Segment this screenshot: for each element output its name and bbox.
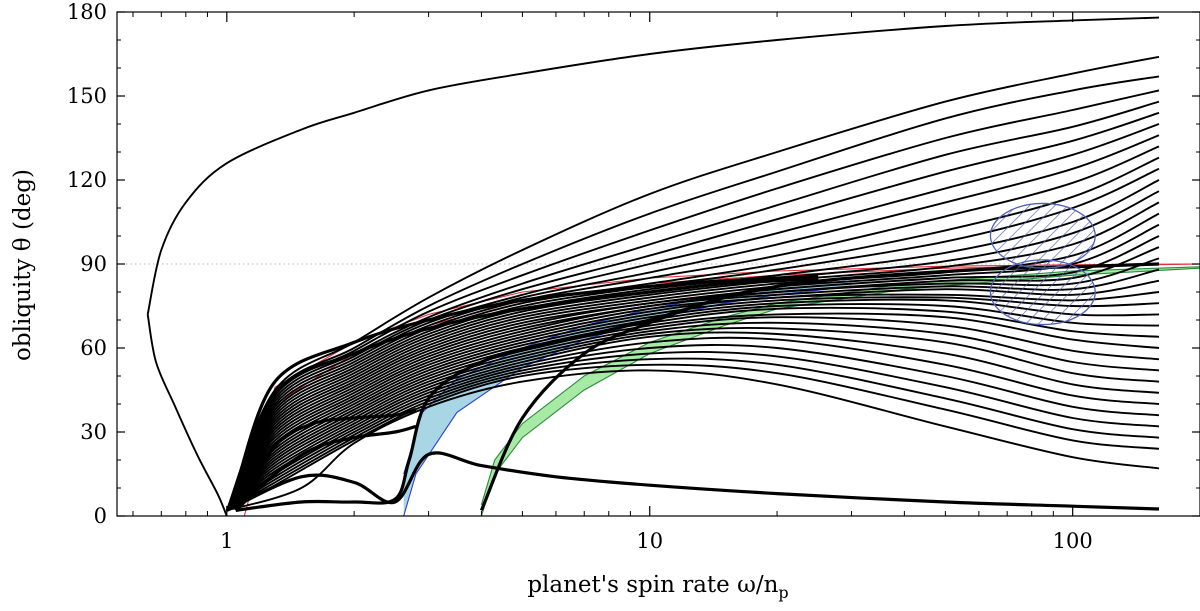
- y-tick-label-0: 0: [94, 504, 107, 528]
- trajectory-9: [225, 134, 1160, 511]
- y-tick-label-180: 180: [67, 0, 107, 24]
- trajectory-32: [226, 331, 1160, 512]
- trajectory-28: [226, 312, 1160, 512]
- y-tick-label-60: 60: [80, 336, 107, 360]
- trajectory-8: [225, 123, 1160, 511]
- trajectory-40: [234, 408, 417, 512]
- trajectory-3: [225, 55, 1160, 511]
- trajectory-44: [234, 276, 819, 503]
- trajectory-1: [146, 16, 1160, 315]
- hatched-region-lower: [989, 259, 1096, 326]
- trajectory-43: [234, 273, 819, 489]
- trajectory-4: [225, 75, 1160, 511]
- y-tick-label-150: 150: [67, 84, 107, 108]
- trajectory-6: [225, 100, 1160, 511]
- hatched-region-upper: [989, 202, 1096, 269]
- trajectory-10: [225, 145, 1160, 511]
- trajectory-16: [225, 212, 1160, 511]
- trajectory-33: [226, 336, 1160, 512]
- trajectory-37: [226, 363, 1160, 512]
- trajectory-38: [226, 369, 1160, 512]
- x-tick-label-10: 10: [636, 529, 663, 553]
- trajectory-39: [226, 451, 1160, 512]
- y-tick-label-120: 120: [67, 168, 107, 192]
- trajectory-41: [234, 424, 417, 512]
- trajectory-31: [226, 327, 1160, 512]
- trajectory-7: [225, 111, 1160, 511]
- x-tick-label-1: 1: [220, 529, 233, 553]
- x-tick-label-100: 100: [1053, 529, 1093, 553]
- trajectory-30: [226, 321, 1160, 512]
- y-tick-label-30: 30: [80, 420, 107, 444]
- trajectory-2: [146, 314, 228, 516]
- trajectory-36: [226, 357, 1160, 512]
- y-tick-label-90: 90: [80, 252, 107, 276]
- y-axis-title: obliquity θ (deg): [10, 169, 36, 361]
- x-axis-title: planet's spin rate ω/np: [527, 572, 788, 602]
